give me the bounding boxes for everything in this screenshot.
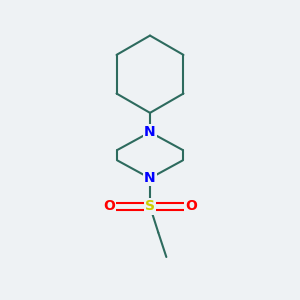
Text: N: N <box>144 171 156 185</box>
Text: N: N <box>144 125 156 139</box>
Text: O: O <box>103 200 115 214</box>
Text: S: S <box>145 200 155 214</box>
Text: O: O <box>185 200 197 214</box>
